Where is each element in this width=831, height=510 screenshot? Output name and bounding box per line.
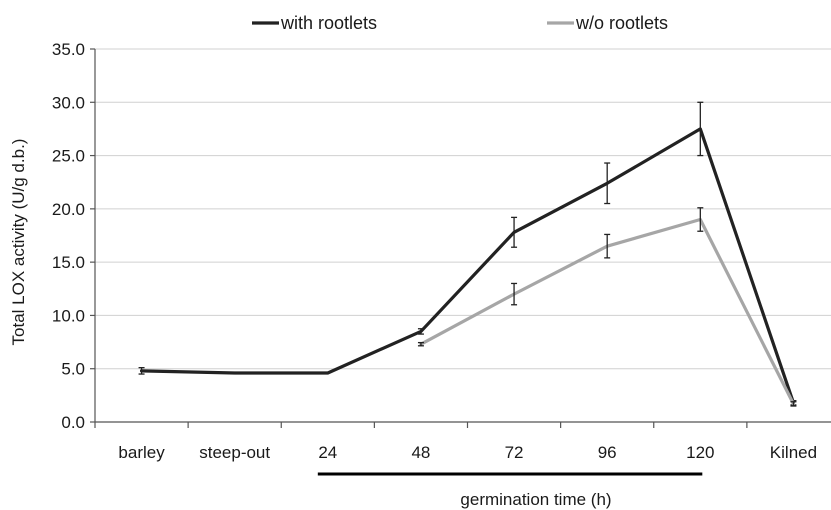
error-bar [417, 341, 424, 347]
axes [90, 48, 831, 428]
error-bar [604, 162, 611, 205]
error-bar [138, 366, 145, 375]
x-tick-label: Kilned [770, 443, 817, 462]
y-tick-label: 35.0 [52, 40, 85, 59]
legend-item: w/o rootlets [547, 13, 668, 33]
series-1 [138, 101, 797, 406]
gridlines [95, 48, 831, 370]
error-bar [604, 233, 611, 259]
y-tick-label: 5.0 [61, 360, 85, 379]
error-bar [697, 207, 704, 232]
y-tick-label: 10.0 [52, 306, 85, 325]
legend-label: w/o rootlets [575, 13, 668, 33]
y-tick-labels: 0.0 5.0 10.0 15.0 20.0 25.0 30.0 35.0 [52, 40, 85, 432]
series-layer [138, 101, 797, 407]
series-line [139, 127, 796, 405]
x-axis-label: germination time (h) [460, 490, 611, 509]
legend-label: with rootlets [280, 13, 377, 33]
x-tick-label: barley [118, 443, 165, 462]
x-tick-label: 72 [505, 443, 524, 462]
x-tick-label: 120 [686, 443, 714, 462]
series-2 [417, 207, 797, 407]
legend: with rootlets w/o rootlets [252, 13, 668, 33]
error-bar [790, 401, 797, 407]
error-bar [511, 282, 518, 306]
legend-item: with rootlets [252, 13, 377, 33]
error-bar [697, 101, 704, 157]
x-tick-label: 96 [598, 443, 617, 462]
x-tick-labels: barley steep-out 24 48 72 96 120 Kilned [118, 443, 817, 462]
y-tick-label: 0.0 [61, 413, 85, 432]
error-bar [417, 328, 424, 335]
y-tick-label: 15.0 [52, 253, 85, 272]
y-tick-label: 30.0 [52, 93, 85, 112]
error-bar [511, 216, 518, 248]
x-tick-label: steep-out [199, 443, 270, 462]
x-tick-label: 48 [411, 443, 430, 462]
y-tick-label: 20.0 [52, 200, 85, 219]
y-axis-label: Total LOX activity (U/g d.b.) [9, 139, 28, 346]
y-tick-label: 25.0 [52, 147, 85, 166]
x-tick-label: 24 [318, 443, 337, 462]
